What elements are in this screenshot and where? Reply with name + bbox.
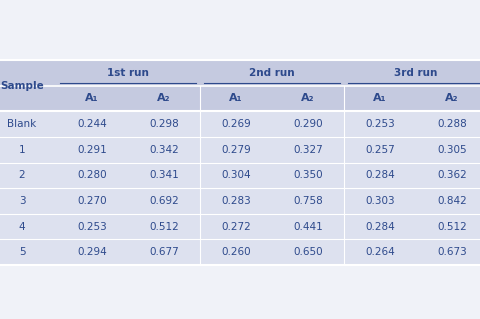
Text: A₁: A₁: [229, 93, 243, 103]
Text: 0.270: 0.270: [77, 196, 107, 206]
Text: 0.272: 0.272: [221, 222, 251, 232]
Text: Sample: Sample: [0, 81, 44, 91]
Text: 0.677: 0.677: [149, 247, 179, 257]
Text: 5: 5: [19, 247, 25, 257]
Text: 0.294: 0.294: [77, 247, 107, 257]
Text: 0.280: 0.280: [77, 170, 107, 180]
Text: 0.291: 0.291: [77, 145, 107, 155]
Text: 0.512: 0.512: [149, 222, 179, 232]
Text: A₂: A₂: [445, 93, 459, 103]
Text: 0.304: 0.304: [221, 170, 251, 180]
Text: 0.650: 0.650: [293, 247, 323, 257]
Text: 0.350: 0.350: [293, 170, 323, 180]
Text: 0.758: 0.758: [293, 196, 323, 206]
Text: 4: 4: [19, 222, 25, 232]
Text: 0.842: 0.842: [437, 196, 467, 206]
Text: 1st run: 1st run: [107, 68, 149, 78]
Text: 0.279: 0.279: [221, 145, 251, 155]
Text: A₂: A₂: [301, 93, 315, 103]
Text: 0.253: 0.253: [365, 119, 395, 129]
Text: 0.298: 0.298: [149, 119, 179, 129]
Bar: [0, 85, 480, 111]
Text: 0.284: 0.284: [365, 170, 395, 180]
Bar: [0, 60, 480, 265]
Text: 0.342: 0.342: [149, 145, 179, 155]
Text: 0.303: 0.303: [365, 196, 395, 206]
Text: 0.269: 0.269: [221, 119, 251, 129]
Text: 0.257: 0.257: [365, 145, 395, 155]
Text: 0.244: 0.244: [77, 119, 107, 129]
Text: 0.288: 0.288: [437, 119, 467, 129]
Text: 0.305: 0.305: [437, 145, 467, 155]
Text: 3: 3: [19, 196, 25, 206]
Text: 2: 2: [19, 170, 25, 180]
Text: 0.290: 0.290: [293, 119, 323, 129]
Text: A₂: A₂: [157, 93, 171, 103]
Text: 0.284: 0.284: [365, 222, 395, 232]
Text: 0.264: 0.264: [365, 247, 395, 257]
Text: 0.692: 0.692: [149, 196, 179, 206]
Text: A₁: A₁: [85, 93, 99, 103]
Bar: [0, 60, 480, 85]
Text: Blank: Blank: [7, 119, 36, 129]
Text: 0.253: 0.253: [77, 222, 107, 232]
Text: 0.283: 0.283: [221, 196, 251, 206]
Text: 3rd run: 3rd run: [394, 68, 438, 78]
Text: 2nd run: 2nd run: [249, 68, 295, 78]
Text: 0.512: 0.512: [437, 222, 467, 232]
Text: 0.673: 0.673: [437, 247, 467, 257]
Text: 0.441: 0.441: [293, 222, 323, 232]
Text: 0.260: 0.260: [221, 247, 251, 257]
Text: 0.362: 0.362: [437, 170, 467, 180]
Text: 0.327: 0.327: [293, 145, 323, 155]
Text: A₁: A₁: [373, 93, 387, 103]
Text: 0.341: 0.341: [149, 170, 179, 180]
Text: 1: 1: [19, 145, 25, 155]
